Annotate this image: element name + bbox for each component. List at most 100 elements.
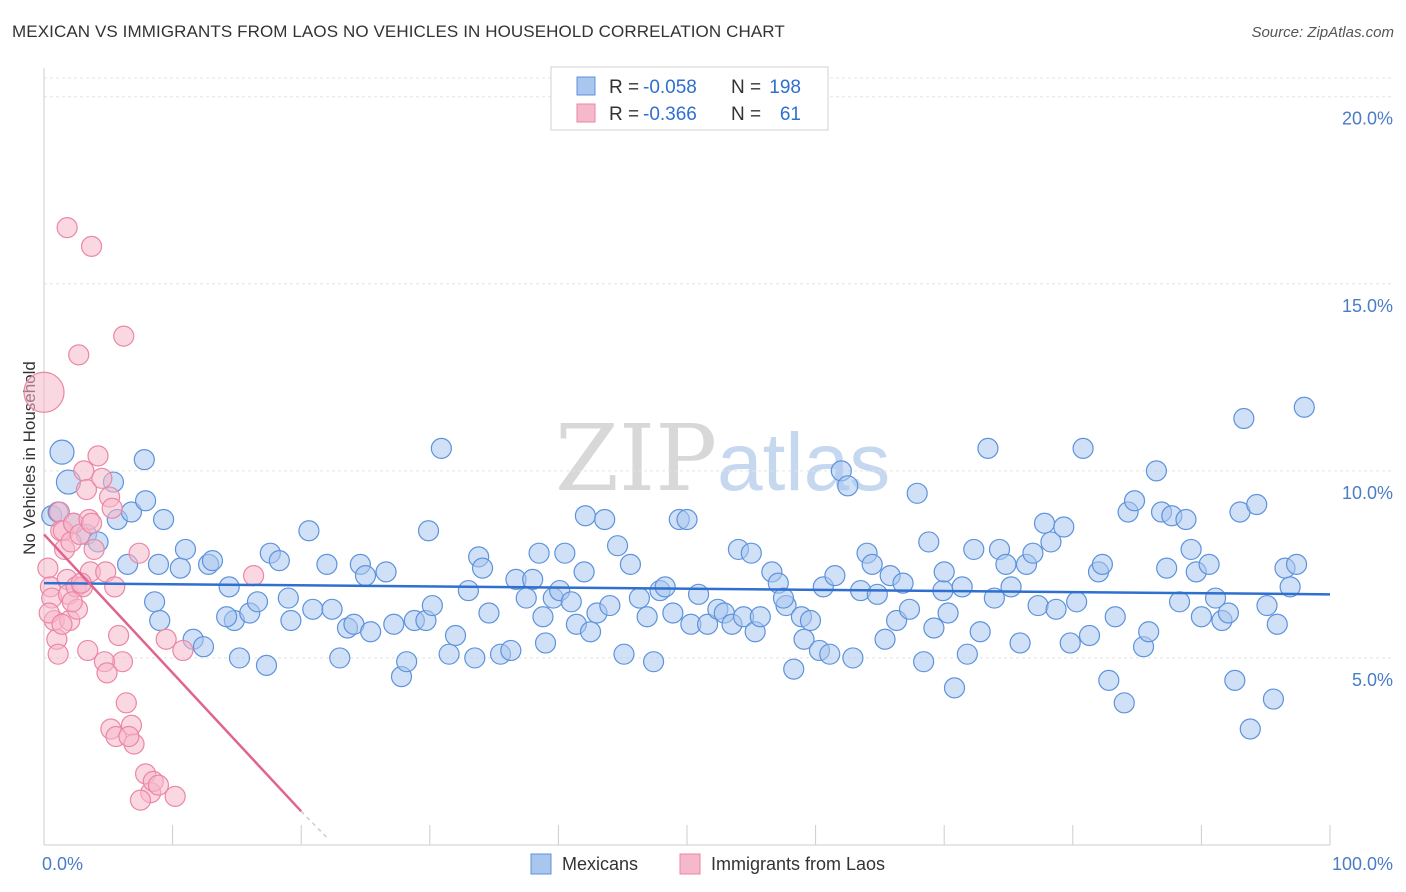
- point-mexicans: [375, 561, 397, 583]
- point-mexicans: [579, 621, 602, 643]
- point-mexicans: [1033, 512, 1056, 534]
- series-laos-points: [23, 217, 265, 811]
- point-mexicans: [201, 550, 224, 572]
- point-mexicans: [174, 538, 197, 561]
- y-tick-labels: 5.0% 10.0% 15.0% 20.0%: [1342, 109, 1393, 690]
- point-mexicans: [676, 508, 698, 531]
- stats-n-label-laos: N =: [731, 104, 761, 125]
- point-laos: [172, 639, 194, 662]
- point-mexicans: [316, 553, 338, 575]
- point-mexicans: [1262, 688, 1285, 710]
- point-laos: [47, 643, 69, 665]
- point-mexicans: [1113, 692, 1135, 714]
- point-laos: [73, 460, 95, 482]
- point-mexicans: [1104, 606, 1126, 628]
- point-laos: [115, 692, 137, 714]
- point-mexicans: [1266, 613, 1288, 635]
- point-mexicans: [134, 490, 157, 512]
- point-laos: [80, 512, 103, 534]
- point-mexicans: [329, 647, 351, 669]
- point-mexicans: [918, 531, 940, 553]
- point-laos: [56, 217, 78, 239]
- point-mexicans: [642, 651, 665, 673]
- point-mexicans: [799, 609, 822, 632]
- point-laos: [101, 497, 123, 519]
- point-mexicans: [740, 542, 762, 564]
- point-laos: [51, 613, 73, 635]
- point-mexicans: [255, 654, 278, 677]
- point-mexicans: [1145, 460, 1167, 482]
- point-mexicans: [696, 613, 719, 635]
- point-mexicans: [383, 613, 405, 635]
- point-mexicans: [321, 598, 343, 620]
- stats-r-value-mexicans: -0.058: [643, 77, 697, 98]
- point-mexicans: [594, 508, 616, 531]
- point-mexicans: [1066, 591, 1088, 613]
- point-mexicans: [534, 632, 557, 654]
- point-laos: [155, 628, 177, 650]
- point-mexicans: [1224, 669, 1246, 691]
- stats-swatch-mexicans: [576, 76, 596, 96]
- point-mexicans: [147, 553, 170, 575]
- point-laos: [91, 467, 113, 489]
- point-mexicans: [1045, 598, 1067, 620]
- point-laos: [96, 662, 118, 684]
- trend-line-mexicans: [43, 581, 1331, 596]
- point-laos: [68, 344, 90, 366]
- point-mexicans: [983, 587, 1005, 609]
- point-mexicans: [866, 583, 888, 605]
- point-mexicans: [819, 643, 841, 665]
- point-laos: [104, 576, 126, 598]
- point-laos: [128, 542, 150, 564]
- point-mexicans: [192, 636, 215, 658]
- point-mexicans: [302, 598, 324, 620]
- point-mexicans: [268, 550, 290, 572]
- point-mexicans: [636, 606, 658, 628]
- point-mexicans: [573, 561, 595, 583]
- point-mexicans: [662, 602, 684, 624]
- point-mexicans: [969, 621, 991, 643]
- legend-swatch-mexicans: [530, 853, 552, 875]
- point-mexicans: [963, 538, 985, 561]
- point-mexicans: [913, 651, 935, 673]
- point-mexicans: [1293, 396, 1315, 418]
- point-mexicans: [842, 647, 864, 669]
- point-laos: [147, 774, 170, 796]
- stats-n-label-mexicans: N =: [731, 77, 761, 98]
- point-mexicans: [824, 565, 846, 587]
- point-mexicans: [417, 520, 440, 542]
- y-tick-label: 15.0%: [1342, 296, 1393, 316]
- point-mexicans: [574, 505, 597, 527]
- point-mexicans: [457, 579, 479, 602]
- point-mexicans: [430, 437, 452, 460]
- point-mexicans: [654, 576, 676, 598]
- point-laos: [164, 785, 186, 807]
- point-mexicans: [1123, 490, 1146, 512]
- point-mexicans: [218, 576, 240, 598]
- point-mexicans: [216, 606, 238, 628]
- point-mexicans: [1256, 594, 1278, 617]
- point-mexicans: [1072, 437, 1094, 460]
- point-mexicans: [396, 651, 418, 673]
- point-mexicans: [793, 628, 815, 650]
- point-mexicans: [360, 621, 382, 643]
- point-laos: [83, 538, 105, 561]
- point-mexicans: [1233, 407, 1255, 430]
- stats-n-value-laos: 61: [780, 104, 801, 125]
- point-mexicans: [298, 520, 320, 542]
- point-mexicans: [143, 591, 166, 613]
- point-mexicans: [956, 643, 978, 665]
- y-tick-label: 5.0%: [1352, 670, 1393, 690]
- stats-r-label-laos: R =: [609, 104, 639, 125]
- point-mexicans: [49, 439, 75, 465]
- source-label: Source: ZipAtlas.com: [1251, 24, 1394, 41]
- stats-box-frame: [550, 66, 829, 131]
- point-mexicans: [783, 658, 805, 680]
- point-mexicans: [1022, 542, 1044, 564]
- stats-box: R = -0.058 N = 198 R = -0.366 N = 61: [550, 66, 829, 131]
- axes: [43, 68, 1331, 846]
- point-mexicans: [133, 449, 155, 471]
- point-mexicans: [444, 624, 467, 647]
- point-mexicans: [515, 587, 537, 609]
